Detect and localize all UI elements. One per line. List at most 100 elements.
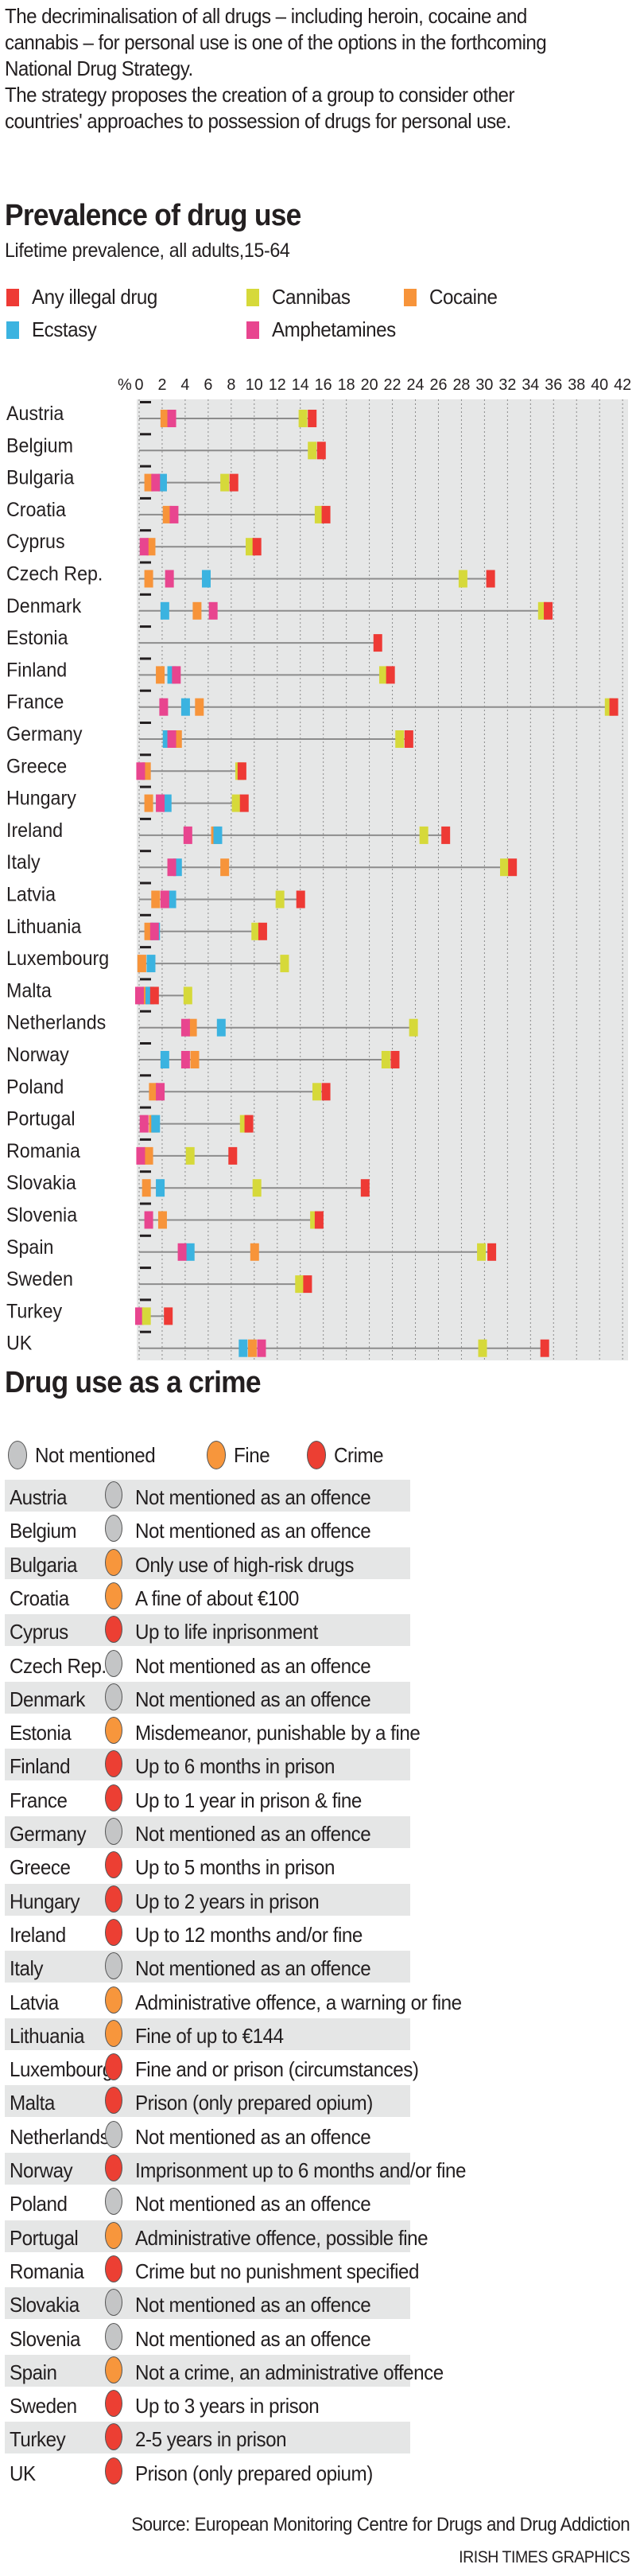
row-separator-dash [140, 401, 151, 403]
row-country: Poland [10, 2192, 68, 2216]
intro-paragraph-2: The strategy proposes the creation of a … [5, 83, 515, 133]
marker-any [237, 762, 246, 780]
status-crime-dot-icon [105, 2053, 122, 2081]
marker-amphetamines [167, 410, 176, 427]
legend-label-amphetamines: Amphetamines [272, 317, 396, 341]
marker-amphetamines [169, 505, 179, 523]
marker-any [316, 442, 326, 460]
crime-table-row: Finland Up to 6 months in prison [5, 1749, 410, 1781]
country-label: Austria [6, 403, 64, 425]
row-description: Prison (only prepared opium) [135, 2091, 373, 2115]
marker-ecstasy [151, 1115, 161, 1133]
row-separator-dash [140, 657, 151, 660]
marker-cannabis [314, 505, 324, 523]
x-tick-label: 32 [498, 376, 516, 394]
row-country: Turkey [10, 2427, 66, 2452]
row-description: Crime but no punishment specified [135, 2259, 419, 2283]
marker-amphetamines [160, 890, 169, 909]
row-country: Belgium [10, 1519, 77, 1543]
x-tick-label: 14 [292, 376, 309, 394]
marker-cocaine [190, 1051, 200, 1068]
row-description: Up to 2 years in prison [135, 1889, 320, 1913]
status-crime-dot-icon [105, 2457, 122, 2485]
crime-table-row: Sweden Up to 3 years in prison [5, 2388, 410, 2420]
row-country: Hungary [10, 1889, 80, 1913]
marker-cannabis [604, 698, 614, 716]
marker-cannabis [275, 890, 285, 909]
status-crime-dot-icon [105, 2255, 122, 2282]
row-description: Fine of up to €144 [135, 2023, 284, 2048]
marker-amphetamines [167, 730, 176, 748]
row-separator-dash [140, 946, 151, 949]
country-label: Netherlands [6, 1012, 106, 1034]
country-label: Romania [6, 1140, 81, 1162]
row-country: Sweden [10, 2394, 77, 2418]
marker-amphetamines [208, 601, 218, 620]
row-separator-dash [140, 913, 151, 916]
status-crime-dot-icon [105, 1885, 122, 1913]
row-description: A fine of about €100 [135, 1586, 299, 1610]
marker-amphetamines [159, 698, 169, 716]
status-crime-dot-icon [105, 1851, 122, 1879]
crime-legend-label: Fine [234, 1442, 270, 1467]
country-label: Italy [6, 851, 41, 874]
marker-ecstasy [238, 1339, 248, 1357]
legend-swatch-cocaine [404, 288, 417, 306]
row-description: Up to 6 months in prison [135, 1754, 335, 1779]
crime-table-row: Poland Not mentioned as an offence [5, 2186, 410, 2218]
marker-any [390, 1051, 400, 1068]
row-country: Slovenia [10, 2326, 81, 2351]
row-separator-dash [140, 753, 151, 757]
status-crime-dot-icon [105, 2390, 122, 2418]
marker-amphetamines [167, 858, 176, 877]
marker-amphetamines [177, 1243, 187, 1261]
row-country: Italy [10, 1956, 44, 1981]
marker-cannabis [478, 1339, 487, 1357]
marker-cocaine [188, 1018, 197, 1037]
row-description: Only use of high-risk drugs [135, 1552, 355, 1577]
marker-amphetamines [139, 1115, 149, 1133]
country-label: Sweden [6, 1268, 73, 1290]
marker-any [308, 410, 317, 427]
status-fine-dot-icon [105, 1986, 122, 2014]
row-description: Not mentioned as an offence [135, 2326, 371, 2351]
country-label: UK [6, 1333, 32, 1355]
row-country: Malta [10, 2091, 55, 2115]
crime-table-row: Luxembourg Fine and or prison (circumstan… [5, 2052, 419, 2084]
row-description: Not mentioned as an offence [135, 2192, 371, 2216]
x-tick-label: 4 [180, 376, 189, 394]
row-separator-dash [140, 1267, 151, 1270]
crime-dot-icon [307, 1441, 326, 1469]
x-tick-label: 28 [452, 376, 470, 394]
chart-title: Prevalence of drug use [5, 199, 301, 232]
row-description: Up to 1 year in prison & fine [135, 1788, 362, 1812]
row-description: Prison (only prepared opium) [135, 2461, 373, 2485]
marker-ecstasy [146, 955, 156, 973]
marker-cocaine [144, 473, 153, 492]
marker-cocaine [162, 505, 172, 523]
crime-table-row: Ireland Up to 12 months and/or fine [5, 1917, 410, 1949]
x-tick-label: 18 [338, 376, 355, 394]
status-crime-dot-icon [105, 2087, 122, 2115]
x-tick-label: 26 [429, 376, 447, 394]
marker-amphetamines [136, 1146, 145, 1165]
marker-cannabis [246, 538, 255, 556]
status-not-mentioned-dot-icon [105, 1683, 122, 1710]
crime-table-row: Italy Not mentioned as an offence [5, 1951, 410, 1983]
marker-any [609, 698, 619, 716]
row-separator-dash [140, 817, 151, 820]
crime-table-row: Greece Up to 5 months in prison [5, 1850, 410, 1881]
row-country: Luxembourg [10, 2057, 113, 2082]
x-tick-label: 42 [614, 376, 631, 394]
row-separator-dash [140, 1010, 151, 1013]
row-country: Spain [10, 2360, 57, 2384]
marker-amphetamines [139, 538, 149, 556]
marker-cannabis [220, 473, 230, 492]
row-separator-dash [140, 850, 151, 853]
x-axis-unit-label: % [118, 376, 132, 394]
marker-ecstasy [185, 1243, 195, 1261]
marker-amphetamines [151, 473, 161, 492]
marker-ecstasy [167, 890, 176, 909]
row-country: Bulgaria [10, 1552, 78, 1577]
marker-any [486, 570, 495, 588]
